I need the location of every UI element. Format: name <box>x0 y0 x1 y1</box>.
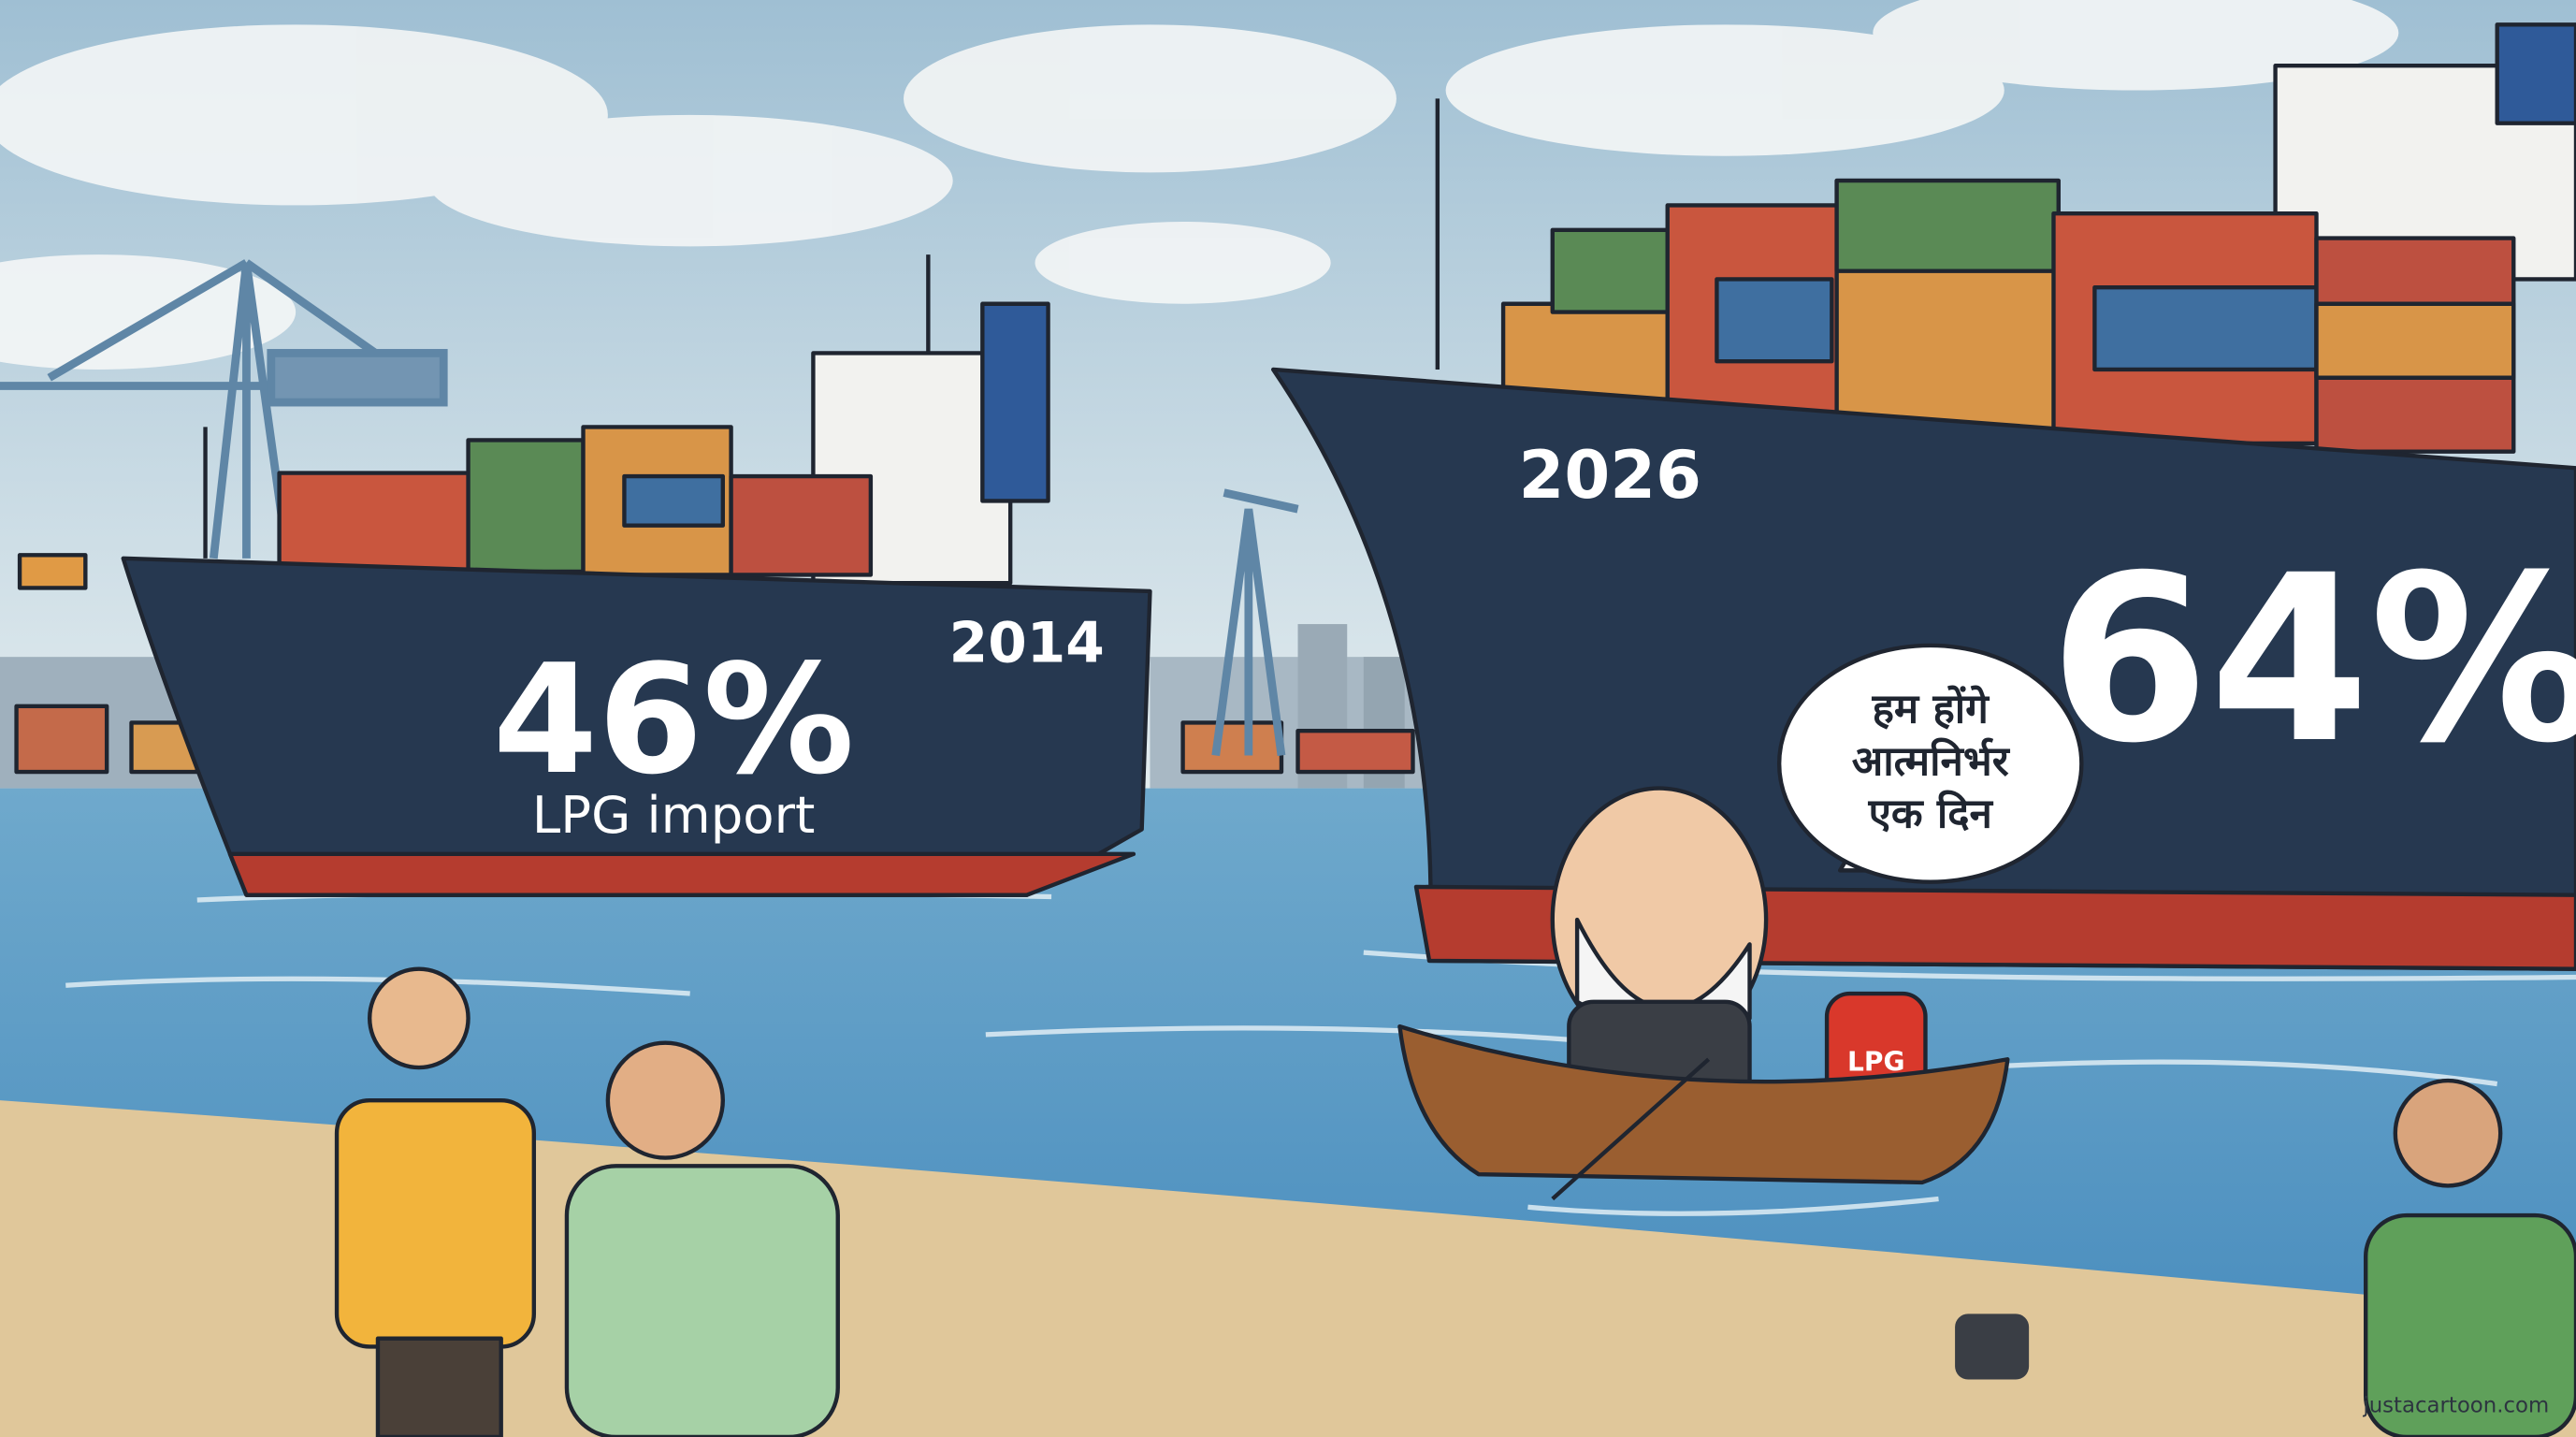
rowing-boat: LPG <box>1397 786 2010 1201</box>
year-2014: 2014 <box>949 611 1105 675</box>
speech-bubble: हम होंगे आत्मनिर्भर एक दिन <box>1776 643 2084 884</box>
share-2014: 46% <box>493 632 855 808</box>
cranes <box>0 259 1299 757</box>
bollard <box>1955 1314 2030 1380</box>
onlookers <box>334 966 2576 1437</box>
ship-label: LPG import <box>532 785 815 845</box>
speech-line: हम होंगे <box>1872 685 1990 733</box>
speech-line: आत्मनिर्भर <box>1852 738 2011 786</box>
watermark: justacartoon.com <box>2362 1394 2549 1418</box>
clouds <box>0 0 2399 370</box>
cylinder-label: LPG <box>1847 1047 1905 1078</box>
speech-line: एक दिन <box>1868 791 1994 838</box>
share-2026: 64% <box>2049 526 2576 793</box>
ship-2014: 46% LPG import 2014 <box>121 254 1152 897</box>
year-2026: 2026 <box>1519 437 1701 514</box>
